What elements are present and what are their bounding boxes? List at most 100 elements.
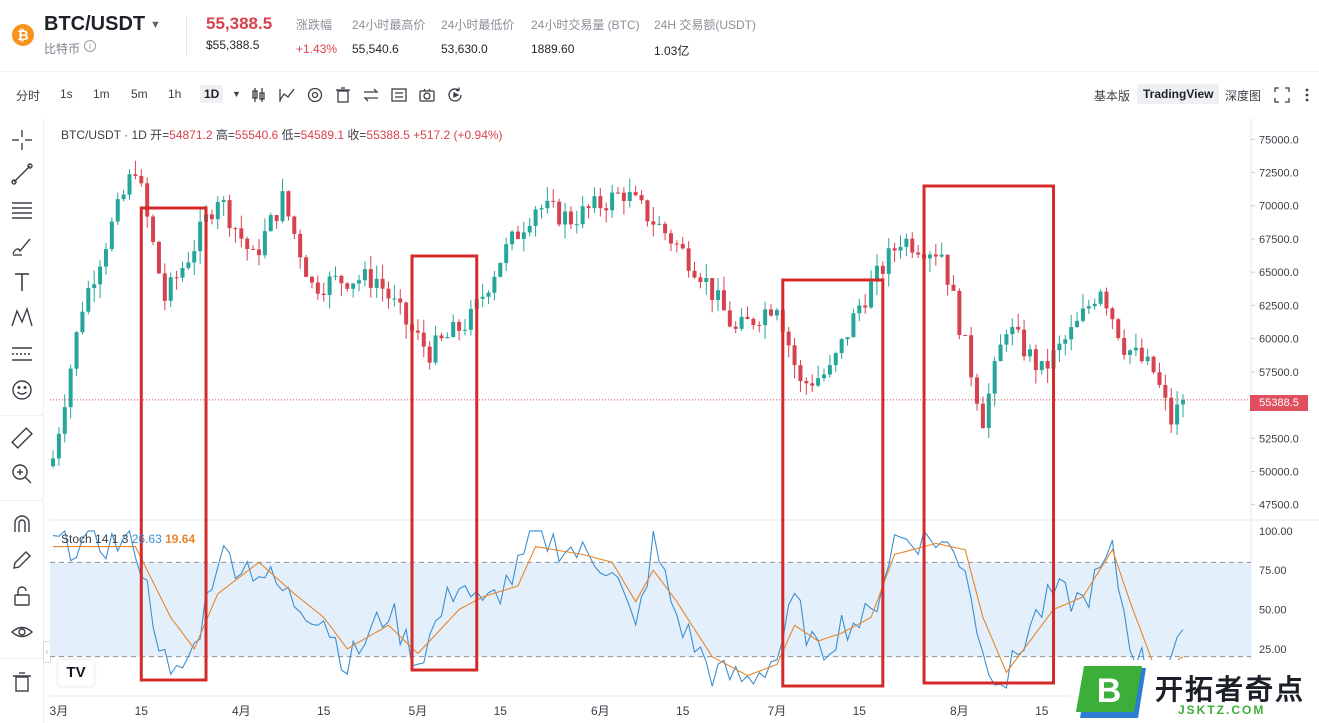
time-tick-label: 8月 — [950, 704, 969, 718]
info-icon[interactable]: i — [84, 40, 96, 52]
time-tick-label: 4月 — [232, 704, 251, 718]
candle-body — [880, 265, 885, 274]
view-depth[interactable]: 深度图 — [1225, 89, 1262, 103]
ruler-icon[interactable] — [10, 426, 34, 450]
stat-turnover: 24H 交易额(USDT) 1.03亿 — [654, 16, 756, 59]
candle-body — [510, 231, 515, 245]
candle-body — [904, 238, 909, 247]
pencil-lock-icon[interactable] — [10, 548, 34, 572]
candle-body — [945, 254, 950, 285]
view-basic[interactable]: 基本版 — [1094, 89, 1131, 103]
stoch-k-line — [52, 529, 1184, 690]
more-icon[interactable] — [1298, 86, 1316, 104]
candle-body — [180, 268, 185, 278]
candle-body — [415, 330, 420, 333]
stoch-band — [50, 562, 1251, 657]
legend-symbol: BTC/USDT · 1D — [61, 128, 147, 142]
candle-body — [315, 282, 320, 294]
chevron-down-icon[interactable]: ▼ — [150, 19, 161, 31]
emoji-icon[interactable] — [10, 378, 34, 402]
candle-body — [704, 278, 709, 283]
candle-body — [698, 277, 703, 283]
candle-body — [716, 290, 721, 301]
candle-body — [174, 277, 179, 279]
stoch-d-line — [53, 542, 1184, 677]
candle-body — [292, 216, 297, 234]
candle-body — [663, 223, 668, 234]
symbol-title[interactable]: BTC/USDT — [44, 13, 146, 35]
watermark-text: 开拓者奇点 — [1155, 674, 1306, 705]
candle-body — [851, 313, 856, 338]
candle-body — [533, 209, 538, 226]
crosshair-icon[interactable] — [10, 128, 34, 152]
candle-body — [969, 335, 974, 378]
time-tick-label: 7月 — [768, 704, 787, 718]
stoch-d-value: 19.64 — [165, 532, 196, 546]
interval-dropdown-icon[interactable]: ▼ — [232, 89, 241, 99]
stoch-tick-label: 50.00 — [1259, 605, 1287, 617]
eye-icon[interactable] — [10, 620, 34, 644]
settings-icon[interactable] — [306, 86, 324, 104]
indicators-icon[interactable] — [278, 86, 296, 104]
candle-body — [304, 257, 309, 277]
candle-body — [339, 275, 344, 284]
time-tick-label: 5月 — [409, 704, 428, 718]
camera-icon[interactable] — [418, 86, 436, 104]
layout-icon[interactable] — [390, 86, 408, 104]
brush-icon[interactable] — [10, 234, 34, 258]
text-tool-icon[interactable] — [10, 270, 34, 294]
trash-icon[interactable] — [334, 86, 352, 104]
compare-icon[interactable] — [362, 86, 380, 104]
prediction-icon[interactable] — [10, 342, 34, 366]
price-tick-label: 47500.0 — [1259, 500, 1299, 512]
candle-body — [610, 192, 615, 211]
trash-icon[interactable] — [10, 670, 34, 694]
interval-timeline[interactable]: 分时 — [16, 89, 41, 103]
candle-body — [1116, 319, 1121, 339]
price-tick-label: 67500.0 — [1259, 234, 1299, 246]
magnet-icon[interactable] — [10, 512, 34, 536]
interval-1m[interactable]: 1m — [93, 87, 110, 101]
candle-body — [957, 290, 962, 335]
candle-type-icon[interactable] — [250, 86, 268, 104]
highlight-box — [922, 184, 1056, 685]
pattern-icon[interactable] — [10, 306, 34, 330]
candle-body — [798, 365, 803, 382]
candle-body — [733, 326, 738, 329]
highlight-box — [781, 278, 885, 688]
candle-body — [398, 298, 403, 303]
drawing-toolbar — [0, 118, 44, 723]
candle-body — [1069, 327, 1074, 340]
tradingview-logo[interactable]: TV — [58, 660, 94, 686]
candle-body — [192, 251, 197, 263]
time-tick-label: 15 — [135, 704, 149, 718]
ohlc-legend: BTC/USDT · 1D 开=54871.2 高=55540.6 低=5458… — [61, 126, 503, 143]
interval-5m[interactable]: 5m — [131, 87, 148, 101]
candle-body — [239, 228, 244, 239]
candle-body — [1163, 384, 1168, 398]
lock-icon[interactable] — [10, 584, 34, 608]
candle-body — [1098, 291, 1103, 304]
view-tradingview[interactable]: TradingView — [1137, 84, 1220, 104]
candle-body — [557, 201, 562, 225]
candle-body — [769, 309, 774, 316]
interval-1s[interactable]: 1s — [60, 87, 73, 101]
fib-levels-icon[interactable] — [10, 198, 34, 222]
fullscreen-icon[interactable] — [1273, 86, 1291, 104]
candle-body — [674, 243, 679, 245]
interval-1d[interactable]: 1D — [200, 85, 224, 103]
price-chart[interactable]: 75000.0 72500.0 70000.0 67500.0 65000.0 62500… — [50, 118, 1319, 723]
candle-body — [1175, 404, 1180, 425]
candle-body — [869, 281, 874, 308]
highlight-box — [139, 206, 208, 682]
zoom-in-icon[interactable] — [10, 462, 34, 486]
interval-1h[interactable]: 1h — [168, 87, 182, 101]
candle-body — [910, 238, 915, 253]
watermark-logo: B — [1076, 666, 1146, 718]
trendline-icon[interactable] — [10, 162, 34, 186]
candle-body — [386, 288, 391, 299]
replay-icon[interactable] — [446, 86, 464, 104]
candle-body — [327, 276, 332, 296]
candle-body — [1169, 397, 1174, 425]
candle-body — [498, 262, 503, 277]
